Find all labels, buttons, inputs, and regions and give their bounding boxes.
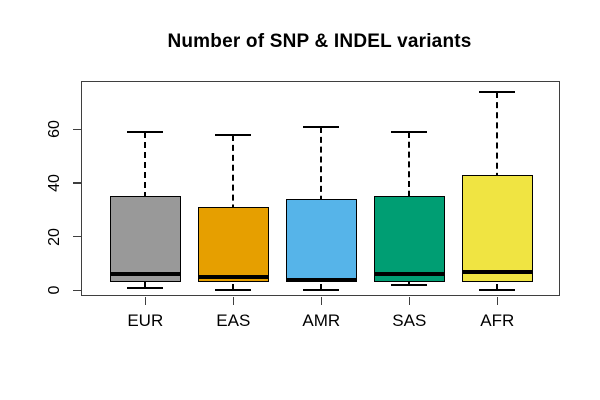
box-eas — [197, 207, 269, 283]
median-line — [197, 274, 269, 279]
x-axis-tick — [320, 296, 323, 305]
whisker-cap-lower — [391, 283, 428, 286]
box-eur — [109, 196, 181, 283]
median-line — [109, 272, 181, 277]
x-axis-tick — [408, 296, 411, 305]
whisker-cap-lower — [127, 286, 164, 289]
box-afr — [461, 174, 533, 283]
x-axis-tick-label: AMR — [302, 311, 341, 330]
median-line — [373, 272, 445, 277]
y-axis-tick — [73, 182, 81, 184]
plot-area: 0 20 40 60 EUR EAS AMR SAS AFR — [46, 81, 560, 330]
whisker-cap-lower — [215, 289, 252, 292]
whisker-cap-upper — [391, 131, 428, 133]
x-axis-tick — [496, 296, 499, 305]
x-axis-tick — [144, 296, 147, 305]
y-axis-tick — [73, 128, 81, 131]
x-axis-tick-label: AFR — [480, 311, 515, 330]
x-axis-tick-label: EAS — [216, 311, 251, 330]
whisker-cap-upper — [303, 125, 340, 128]
box-sas — [373, 196, 445, 283]
y-axis-tick — [73, 289, 81, 292]
y-axis-tick — [73, 235, 81, 238]
median-line — [285, 277, 357, 282]
y-axis-tick-label-text: 20 — [46, 227, 63, 246]
y-axis-tick-label-text: 0 — [46, 285, 63, 295]
x-axis-tick-label: EUR — [127, 311, 164, 330]
whisker-cap-lower — [303, 289, 340, 292]
chart-title: Number of SNP & INDEL variants — [167, 31, 472, 52]
whisker-cap-upper — [215, 133, 252, 136]
whisker-cap-lower — [479, 289, 516, 292]
box-amr — [285, 199, 357, 283]
y-axis-tick-label-text: 40 — [46, 174, 63, 192]
median-line — [461, 269, 533, 274]
whisker-cap-upper — [479, 90, 516, 93]
x-axis-tick — [232, 296, 235, 305]
y-axis-tick-label-text: 60 — [46, 120, 63, 139]
x-axis-tick-label: SAS — [392, 311, 427, 330]
whisker-cap-upper — [127, 131, 164, 133]
